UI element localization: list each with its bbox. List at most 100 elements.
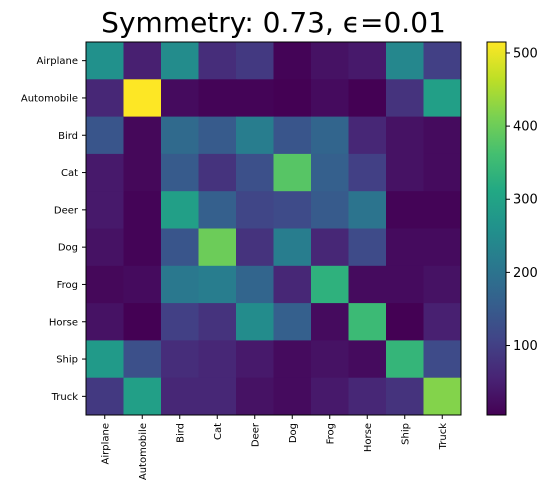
heatmap-cell: [161, 191, 199, 229]
heatmap-cell: [348, 228, 387, 267]
heatmap-cell: [273, 377, 312, 416]
heatmap-cell: [273, 228, 312, 267]
heatmap-cell: [236, 303, 274, 341]
heatmap-cells: [86, 42, 462, 416]
x-tick-label: Dog: [288, 423, 299, 443]
colorbar-tick-label: 500: [513, 46, 538, 61]
x-tick-label: Ship: [400, 423, 411, 445]
heatmap-cell: [311, 153, 349, 192]
heatmap-cell: [273, 265, 312, 304]
heatmap-cell: [236, 191, 274, 229]
heatmap-cell: [86, 228, 124, 267]
heatmap-cell: [348, 377, 387, 416]
heatmap-cell: [311, 79, 349, 118]
heatmap-cell: [423, 153, 462, 192]
heatmap-cell: [348, 42, 387, 80]
plot-frame: [85, 41, 462, 416]
x-tick-label: Bird: [175, 423, 186, 443]
heatmap-cell: [273, 340, 312, 379]
heatmap-cell: [311, 42, 349, 80]
y-tick-label: Horse: [49, 317, 78, 328]
heatmap-cell: [386, 303, 424, 341]
x-tick-label: Horse: [363, 423, 374, 452]
colorbar-axis: 100 200 300 400 500: [506, 46, 538, 354]
heatmap-cell: [236, 79, 274, 118]
heatmap-cell: [386, 116, 424, 155]
heatmap-cell: [86, 116, 124, 155]
heatmap-cell: [386, 153, 424, 192]
heatmap-cell: [198, 303, 237, 341]
y-tick-label: Airplane: [37, 56, 78, 67]
heatmap-cell: [161, 116, 199, 155]
heatmap-cell: [161, 79, 199, 118]
heatmap-cell: [423, 265, 462, 304]
heatmap-cell: [423, 228, 462, 267]
heatmap-cell: [123, 153, 162, 192]
heatmap-cell: [198, 42, 237, 80]
x-tick-label: Airplane: [100, 423, 111, 464]
heatmap-cell: [161, 303, 199, 341]
heatmap-cell: [348, 340, 387, 379]
heatmap-cell: [386, 228, 424, 267]
heatmap-cell: [236, 377, 274, 416]
colorbar: [487, 42, 506, 415]
heatmap-cell: [198, 228, 237, 267]
heatmap-cell: [198, 340, 237, 379]
heatmap-cell: [273, 153, 312, 192]
x-tick-label: Automobile: [138, 423, 149, 480]
heatmap-cell: [86, 377, 124, 416]
y-tick-label: Ship: [56, 355, 78, 366]
heatmap-cell: [311, 303, 349, 341]
heatmap-cell: [423, 79, 462, 118]
heatmap-cell: [273, 42, 312, 80]
y-tick-label: Truck: [51, 392, 79, 403]
heatmap-cell: [123, 340, 162, 379]
heatmap-cell: [161, 228, 199, 267]
heatmap-cell: [86, 265, 124, 304]
heatmap-cell: [348, 265, 387, 304]
heatmap-cell: [236, 42, 274, 80]
y-tick-label: Bird: [58, 131, 78, 142]
heatmap-cell: [273, 116, 312, 155]
heatmap-cell: [86, 340, 124, 379]
heatmap-cell: [123, 303, 162, 341]
heatmap-cell: [161, 340, 199, 379]
colorbar-tick-label: 400: [513, 120, 538, 135]
heatmap-cell: [423, 377, 462, 416]
heatmap-cell: [123, 191, 162, 229]
heatmap-cell: [236, 340, 274, 379]
heatmap-cell: [86, 79, 124, 118]
heatmap-cell: [86, 191, 124, 229]
heatmap-cell: [161, 377, 199, 416]
heatmap-cell: [348, 79, 387, 118]
y-tick-label: Frog: [57, 280, 78, 291]
heatmap-cell: [198, 191, 237, 229]
heatmap-cell: [423, 42, 462, 80]
heatmap-cell: [236, 228, 274, 267]
heatmap-cell: [123, 228, 162, 267]
heatmap-cell: [123, 265, 162, 304]
x-tick-label: Deer: [250, 422, 261, 447]
heatmap-cell: [386, 377, 424, 416]
x-axis: Airplane Automobile Bird Cat Deer Dog Frog Hors…: [100, 415, 449, 480]
y-tick-label: Dog: [58, 243, 78, 254]
heatmap-cell: [311, 265, 349, 304]
heatmap-cell: [423, 303, 462, 341]
heatmap-cell: [311, 340, 349, 379]
heatmap-cell: [123, 42, 162, 80]
heatmap-cell: [311, 228, 349, 267]
y-tick-label: Deer: [54, 205, 79, 216]
colorbar-tick-label: 100: [513, 339, 538, 354]
heatmap-cell: [236, 153, 274, 192]
y-tick-label: Cat: [61, 168, 78, 179]
heatmap-cell: [386, 191, 424, 229]
x-tick-label: Truck: [438, 423, 449, 451]
heatmap-cell: [198, 79, 237, 118]
heatmap-cell: [348, 116, 387, 155]
heatmap-cell: [386, 340, 424, 379]
heatmap-cell: [123, 116, 162, 155]
x-tick-label: Cat: [213, 423, 224, 440]
y-axis: Airplane Automobile Bird Cat Deer Dog Frog Hors…: [21, 56, 86, 403]
colorbar-tick-label: 300: [513, 193, 538, 208]
